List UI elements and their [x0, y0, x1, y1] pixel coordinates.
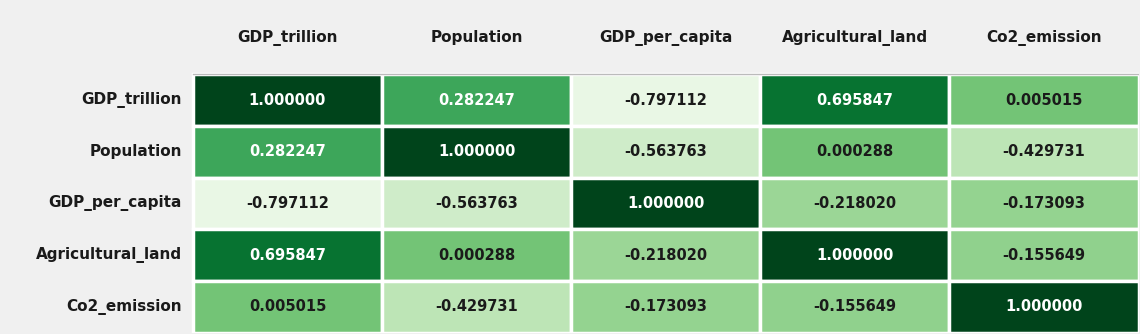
Text: Population: Population — [89, 144, 181, 159]
Bar — [382, 281, 571, 333]
Text: 1.000000: 1.000000 — [627, 196, 705, 211]
Bar — [760, 74, 950, 126]
Bar — [760, 178, 950, 229]
Bar — [760, 281, 950, 333]
Bar — [382, 229, 571, 281]
Text: Co2_emission: Co2_emission — [66, 299, 181, 315]
Text: -0.797112: -0.797112 — [246, 196, 329, 211]
Text: 1.000000: 1.000000 — [249, 93, 326, 108]
Bar — [193, 229, 382, 281]
Text: -0.429731: -0.429731 — [1003, 144, 1085, 159]
Text: Agricultural_land: Agricultural_land — [35, 247, 181, 263]
Text: GDP_per_capita: GDP_per_capita — [598, 30, 732, 46]
Text: Co2_emission: Co2_emission — [986, 30, 1102, 46]
Bar — [193, 178, 382, 229]
Text: 1.000000: 1.000000 — [816, 247, 894, 263]
Bar — [950, 126, 1139, 178]
Bar — [950, 229, 1139, 281]
Text: 0.695847: 0.695847 — [816, 93, 894, 108]
Text: -0.218020: -0.218020 — [625, 247, 707, 263]
Text: -0.173093: -0.173093 — [625, 299, 707, 314]
Text: 1.000000: 1.000000 — [438, 144, 515, 159]
Text: Agricultural_land: Agricultural_land — [782, 30, 928, 46]
Text: 0.282247: 0.282247 — [249, 144, 326, 159]
Bar — [950, 74, 1139, 126]
Bar — [193, 74, 382, 126]
Bar — [760, 126, 950, 178]
Bar — [950, 281, 1139, 333]
Text: -0.429731: -0.429731 — [435, 299, 518, 314]
Text: 0.282247: 0.282247 — [438, 93, 515, 108]
Text: 0.000288: 0.000288 — [438, 247, 515, 263]
Text: -0.218020: -0.218020 — [813, 196, 896, 211]
Text: 1.000000: 1.000000 — [1005, 299, 1083, 314]
Text: GDP_per_capita: GDP_per_capita — [48, 195, 181, 211]
Text: GDP_trillion: GDP_trillion — [81, 92, 181, 108]
Bar — [950, 178, 1139, 229]
Text: Population: Population — [431, 30, 523, 45]
Text: -0.173093: -0.173093 — [1002, 196, 1085, 211]
Text: GDP_trillion: GDP_trillion — [237, 30, 337, 46]
Bar — [571, 178, 760, 229]
Text: 0.695847: 0.695847 — [249, 247, 326, 263]
Text: 0.000288: 0.000288 — [816, 144, 894, 159]
Text: -0.155649: -0.155649 — [1002, 247, 1085, 263]
Bar — [571, 229, 760, 281]
Bar — [571, 126, 760, 178]
Bar — [193, 126, 382, 178]
Text: -0.563763: -0.563763 — [625, 144, 707, 159]
Text: -0.155649: -0.155649 — [814, 299, 896, 314]
Bar — [571, 74, 760, 126]
Text: 0.005015: 0.005015 — [249, 299, 326, 314]
Bar — [193, 281, 382, 333]
Bar — [571, 281, 760, 333]
Bar — [382, 178, 571, 229]
Text: -0.563763: -0.563763 — [435, 196, 518, 211]
Bar — [382, 126, 571, 178]
Text: 0.005015: 0.005015 — [1005, 93, 1083, 108]
Text: -0.797112: -0.797112 — [625, 93, 707, 108]
Bar — [760, 229, 950, 281]
Bar — [382, 74, 571, 126]
